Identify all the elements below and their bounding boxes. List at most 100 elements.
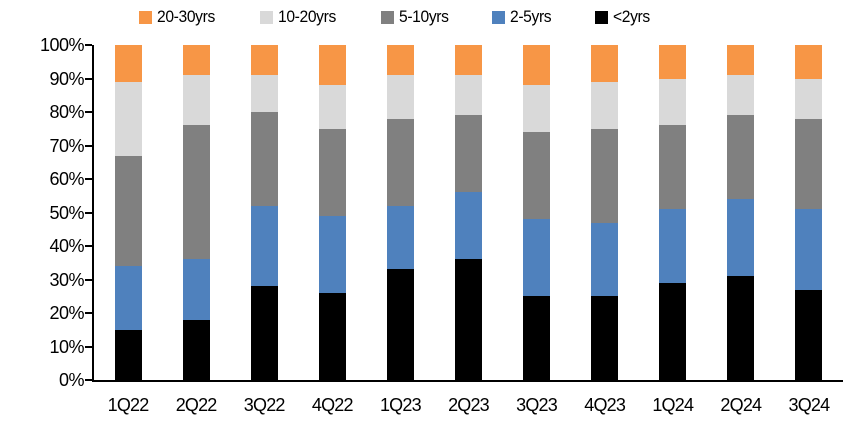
bar-segment-20-30yrs xyxy=(114,45,142,82)
bar-segment-2-5yrs xyxy=(523,219,551,297)
y-tick-label: 40% xyxy=(49,236,84,256)
bar-3Q22 xyxy=(250,45,278,380)
legend-item-1: 10-20yrs xyxy=(259,7,341,27)
bar-2Q22 xyxy=(182,45,210,380)
x-tick-label-3Q23: 3Q23 xyxy=(516,395,558,415)
bar-segment-20-30yrs xyxy=(523,45,551,86)
bar-segment-10-20yrs xyxy=(386,75,414,119)
legend-swatch-icon xyxy=(138,10,152,24)
x-tick-label-1Q23: 1Q23 xyxy=(379,395,422,415)
bar-segment-5-10yrs xyxy=(182,125,210,260)
legend-item-4: <2yrs xyxy=(595,7,653,27)
bar-segment-10-20yrs xyxy=(659,78,687,126)
bar-segment-20-30yrs xyxy=(182,45,210,76)
y-tick-mark xyxy=(85,111,92,113)
y-tick-mark xyxy=(85,278,92,281)
legend-label: 10-20yrs xyxy=(277,7,336,26)
y-tick-mark xyxy=(85,245,92,247)
x-tick-label-1Q24: 1Q24 xyxy=(652,395,694,415)
bar-segment-<2yrs xyxy=(795,289,823,380)
bar-segment-5-10yrs xyxy=(727,115,755,200)
bar-1Q22 xyxy=(114,45,142,380)
bar-segment-<2yrs xyxy=(659,282,687,380)
x-tick-label-2Q24: 2Q24 xyxy=(720,395,762,415)
legend-label: 5-10yrs xyxy=(398,7,449,26)
x-tick-label-2Q23: 2Q23 xyxy=(448,395,490,415)
bar-segment-2-5yrs xyxy=(114,266,142,330)
bar-segment-<2yrs xyxy=(455,259,482,380)
bar-segment-10-20yrs xyxy=(182,75,210,126)
x-tick-label-4Q23: 4Q23 xyxy=(584,395,626,415)
bar-segment-2-5yrs xyxy=(250,205,278,287)
bar-segment-20-30yrs xyxy=(727,45,755,76)
bar-segment-<2yrs xyxy=(182,319,210,380)
y-tick-label: 30% xyxy=(49,269,84,290)
bar-segment-10-20yrs xyxy=(250,75,278,113)
bar-segment-10-20yrs xyxy=(455,75,482,116)
legend-swatch-icon xyxy=(595,10,609,24)
y-tick-mark xyxy=(85,44,92,46)
bar-1Q24 xyxy=(659,45,687,380)
bar-segment-2-5yrs xyxy=(795,209,823,290)
y-tick-label: 80% xyxy=(49,102,84,122)
y-tick-label: 0% xyxy=(58,370,85,390)
bar-3Q24 xyxy=(795,45,823,380)
bar-segment-10-20yrs xyxy=(318,85,346,129)
bar-segment-10-20yrs xyxy=(727,75,755,116)
y-tick-label: 50% xyxy=(49,202,84,223)
x-tick-label-3Q22: 3Q22 xyxy=(243,395,286,415)
bar-segment-20-30yrs xyxy=(318,45,346,86)
bar-segment-2-5yrs xyxy=(455,192,482,260)
bar-segment-5-10yrs xyxy=(455,115,482,193)
legend-label: 2-5yrs xyxy=(510,7,552,26)
bar-segment-20-30yrs xyxy=(795,45,823,79)
bar-segment-<2yrs xyxy=(114,329,142,380)
legend-label: <2yrs xyxy=(613,7,651,26)
y-tick-mark xyxy=(85,77,92,80)
bar-segment-10-20yrs xyxy=(795,78,823,119)
bar-segment-2-5yrs xyxy=(182,259,210,320)
bar-segment-2-5yrs xyxy=(591,222,619,297)
bar-segment-5-10yrs xyxy=(659,125,687,210)
legend-swatch-icon xyxy=(380,10,394,24)
legend-item-0: 20-30yrs xyxy=(138,7,220,27)
legend-item-3: 2-5yrs xyxy=(492,7,555,27)
plot-area xyxy=(92,45,843,382)
legend-item-2: 5-10yrs xyxy=(380,7,453,27)
y-tick-label: 90% xyxy=(49,68,84,89)
bar-segment-<2yrs xyxy=(318,292,346,380)
bar-segment-2-5yrs xyxy=(727,199,755,277)
y-tick-mark xyxy=(85,144,92,147)
bar-segment-<2yrs xyxy=(523,296,551,380)
y-tick-label: 100% xyxy=(39,35,85,55)
legend-swatch-icon xyxy=(492,10,506,24)
legend-label: 20-30yrs xyxy=(156,7,215,26)
x-tick-label-3Q24: 3Q24 xyxy=(788,395,831,415)
bar-4Q23 xyxy=(591,45,619,380)
bar-segment-5-10yrs xyxy=(795,118,823,210)
bar-segment-5-10yrs xyxy=(591,128,619,223)
bar-segment-2-5yrs xyxy=(318,215,346,293)
y-tick-mark xyxy=(85,211,92,214)
y-tick-mark xyxy=(85,345,92,348)
bar-segment-5-10yrs xyxy=(318,128,346,216)
bar-segment-10-20yrs xyxy=(591,81,619,129)
x-tick-label-4Q22: 4Q22 xyxy=(311,395,354,415)
bar-segment-2-5yrs xyxy=(659,209,687,283)
y-tick-mark xyxy=(85,379,92,381)
y-tick-label: 20% xyxy=(49,303,84,323)
bar-segment-5-10yrs xyxy=(386,118,414,206)
y-tick-mark xyxy=(85,312,92,314)
bar-2Q23 xyxy=(455,45,482,380)
bar-segment-10-20yrs xyxy=(523,85,551,133)
bar-segment-20-30yrs xyxy=(659,45,687,79)
bar-4Q22 xyxy=(318,45,346,380)
y-tick-mark xyxy=(85,178,92,180)
bar-segment-<2yrs xyxy=(591,296,619,380)
bar-segment-20-30yrs xyxy=(455,45,482,76)
bar-segment-20-30yrs xyxy=(250,45,278,76)
x-tick-label-2Q22: 2Q22 xyxy=(175,395,218,415)
bar-2Q24 xyxy=(727,45,755,380)
bar-segment-20-30yrs xyxy=(386,45,414,76)
bar-segment-20-30yrs xyxy=(591,45,619,82)
